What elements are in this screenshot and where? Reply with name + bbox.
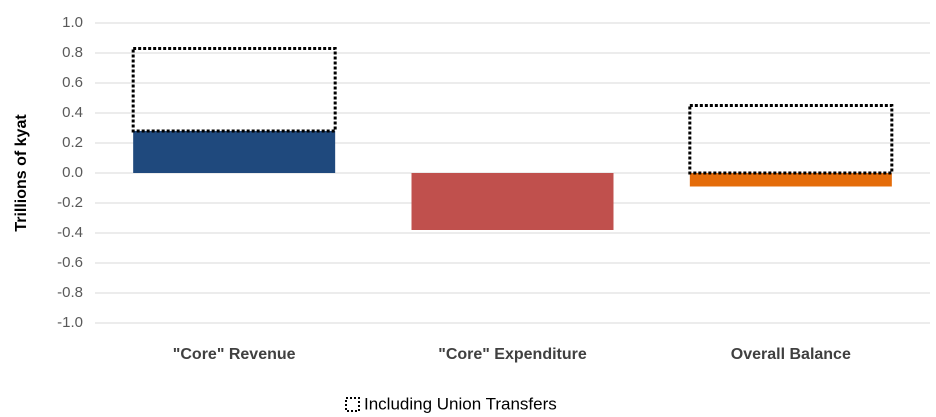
x-tick-label: "Core" Expenditure: [438, 346, 587, 363]
legend-label: Including Union Transfers: [364, 394, 557, 413]
y-tick-label: 0.4: [62, 104, 83, 121]
y-tick-label: -0.2: [57, 194, 83, 211]
bar: [689, 173, 892, 187]
union-transfer-outline: [688, 104, 894, 175]
y-axis-title: Trillions of kyat: [13, 114, 30, 232]
y-tick-label: 0.6: [62, 74, 83, 91]
y-tick-label: -0.4: [57, 224, 83, 241]
legend-swatch: [345, 397, 360, 412]
y-tick-label: 0.8: [62, 44, 83, 61]
y-tick-label: 0.2: [62, 134, 83, 151]
y-tick-label: -0.8: [57, 284, 83, 301]
x-tick-label: "Core" Revenue: [173, 346, 296, 363]
bar: [411, 173, 614, 230]
y-tick-label: -1.0: [57, 314, 83, 331]
y-tick-label: -0.6: [57, 254, 83, 271]
y-tick-label: 0.0: [62, 164, 83, 181]
y-tick-label: 1.0: [62, 14, 83, 31]
bar: [133, 131, 336, 173]
x-tick-label: Overall Balance: [731, 346, 851, 363]
union-transfer-outline: [131, 47, 337, 133]
